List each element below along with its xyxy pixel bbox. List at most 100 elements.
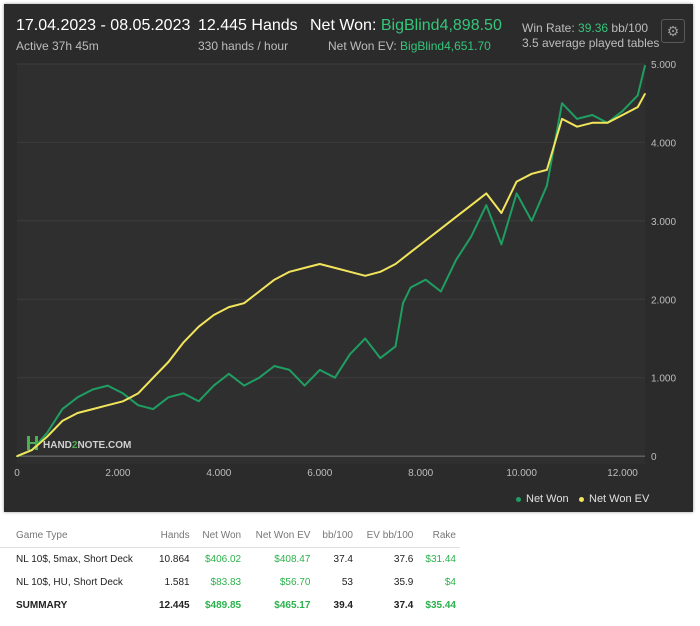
net-won-point	[334, 376, 336, 379]
net-won-ev: Net Won EV: BigBlind4,651.70	[328, 39, 491, 53]
net-won-ev-point	[561, 118, 563, 120]
net-won-ev-point	[167, 361, 170, 363]
y-tick-label: 0	[651, 452, 657, 463]
net-won-legend-dot	[516, 496, 521, 502]
net-won-ev-point	[591, 122, 594, 124]
x-tick-label: 0	[14, 468, 20, 479]
net-won-point	[243, 384, 245, 387]
net-won-ev-point	[364, 274, 366, 277]
col-bb100[interactable]: bb/100	[314, 526, 357, 548]
hands-count: 12.445 Hands	[198, 17, 298, 34]
cell-rake: $4	[444, 577, 456, 588]
col-rake[interactable]: Rake	[417, 526, 460, 548]
net-won-point	[76, 396, 79, 399]
net-won-ev-point	[288, 271, 291, 273]
net-won-ev-point	[46, 435, 49, 438]
net-won-ev-point	[197, 325, 200, 328]
net-won-point	[288, 369, 291, 371]
net-won-point	[379, 357, 382, 359]
net-won-point	[636, 94, 639, 97]
legend-net-won-label: Net Won	[526, 493, 569, 505]
watermark-text: HAND2NOTE.COM	[43, 440, 131, 451]
col-ev-bb100[interactable]: EV bb/100	[357, 526, 418, 548]
cell-game-type: NL 10$, HU, Short Deck	[16, 577, 123, 588]
logo-bar-mid	[27, 442, 38, 444]
win-rate-unit: bb/100	[611, 21, 649, 35]
net-won-point	[152, 408, 155, 410]
net-won-point	[440, 290, 442, 293]
net-won-ev-point	[424, 239, 427, 242]
net-won-point	[137, 404, 139, 406]
net-won-point	[409, 286, 412, 289]
net-won-point	[91, 388, 94, 391]
net-won-ev-point	[61, 420, 64, 422]
summary-table: Game Type Hands Net Won Net Won EV bb/10…	[0, 526, 460, 617]
net-won-ev-point	[303, 267, 306, 269]
net-won-point	[213, 384, 215, 387]
net-won-point	[500, 243, 503, 246]
cell-summary-label: SUMMARY	[16, 600, 68, 611]
y-tick-label: 4.000	[651, 138, 676, 149]
date-range: 17.04.2023 - 08.05.2023	[16, 17, 191, 34]
net-won-point	[197, 400, 200, 403]
cell-game-type: NL 10$, 5max, Short Deck	[16, 554, 133, 565]
net-won-point	[228, 373, 230, 375]
col-hands[interactable]: Hands	[151, 526, 194, 548]
net-won-ev-point	[122, 400, 124, 403]
cell-summary-net-won-ev: $465.17	[274, 600, 311, 611]
cell-bb100: 53	[341, 577, 353, 588]
net-won-ev-point	[546, 169, 548, 171]
col-net-won[interactable]: Net Won	[193, 526, 246, 548]
net-won-ev-point	[31, 449, 33, 451]
net-won-chart: 0 1.000 2.000 3.000 4.000 5.000 0 2.000 4.000 6.0…	[14, 60, 676, 479]
net-won-point	[61, 408, 64, 410]
net-won-point	[455, 259, 457, 261]
cell-rake: $31.44	[425, 554, 456, 565]
x-tick-label: 4.000	[206, 468, 231, 479]
net-won-point	[364, 337, 366, 340]
net-won-ev-point	[107, 404, 109, 406]
net-won-point	[273, 365, 276, 367]
cell-net-won-ev: $408.47	[274, 554, 311, 565]
table-header-row: Game Type Hands Net Won Net Won EV bb/10…	[0, 526, 460, 548]
net-won-ev-point	[500, 212, 503, 214]
net-won-ev-point	[485, 192, 488, 195]
net-won-ev-point	[636, 106, 639, 108]
cell-hands: 10.864	[158, 554, 190, 565]
net-won-ev-value: BigBlind4,651.70	[400, 39, 491, 53]
net-won: Net Won: BigBlind4,898.50	[310, 17, 502, 35]
legend-net-won[interactable]: Net Won	[516, 493, 569, 505]
legend-net-won-ev-label: Net Won EV	[589, 493, 650, 505]
table-row[interactable]: NL 10$, HU, Short Deck 1.581 $83.83 $56.…	[0, 571, 460, 594]
x-tick-label: 10.000	[506, 468, 537, 479]
net-won-point	[349, 353, 351, 355]
x-tick-label: 6.000	[307, 468, 332, 479]
stats-panel: 17.04.2023 - 08.05.2023 Active 37h 45m 1…	[4, 4, 693, 512]
gear-icon[interactable]: ⚙	[661, 19, 685, 43]
net-won-point	[394, 345, 397, 348]
net-won-point	[122, 392, 124, 395]
net-won-ev-point	[91, 408, 94, 410]
net-won-point	[46, 431, 49, 434]
net-won-ev-label: Net Won EV:	[328, 39, 397, 53]
net-won-ev-point	[621, 114, 624, 116]
cell-summary-bb100: 39.4	[333, 600, 353, 611]
cell-bb100: 37.4	[333, 554, 353, 565]
cell-net-won: $83.83	[210, 577, 242, 588]
net-won-ev-point	[455, 216, 457, 218]
table-row[interactable]: NL 10$, 5max, Short Deck 10.864 $406.02 …	[0, 548, 460, 572]
net-won-point	[621, 110, 624, 112]
y-tick-label: 1.000	[651, 374, 676, 385]
net-won-value: BigBlind4,898.50	[380, 17, 502, 34]
y-tick-label: 5.000	[651, 60, 676, 71]
cell-summary-ev-bb100: 37.4	[393, 600, 414, 611]
net-won-point	[318, 369, 321, 371]
net-won-ev-point	[606, 122, 609, 124]
win-rate-value: 39.36	[578, 21, 609, 35]
col-net-won-ev[interactable]: Net Won EV	[245, 526, 315, 548]
col-game-type[interactable]: Game Type	[0, 526, 152, 548]
net-won-point	[470, 235, 472, 238]
net-won-point	[530, 220, 533, 222]
legend-net-won-ev[interactable]: Net Won EV	[579, 493, 649, 505]
win-rate-label: Win Rate:	[522, 21, 575, 35]
